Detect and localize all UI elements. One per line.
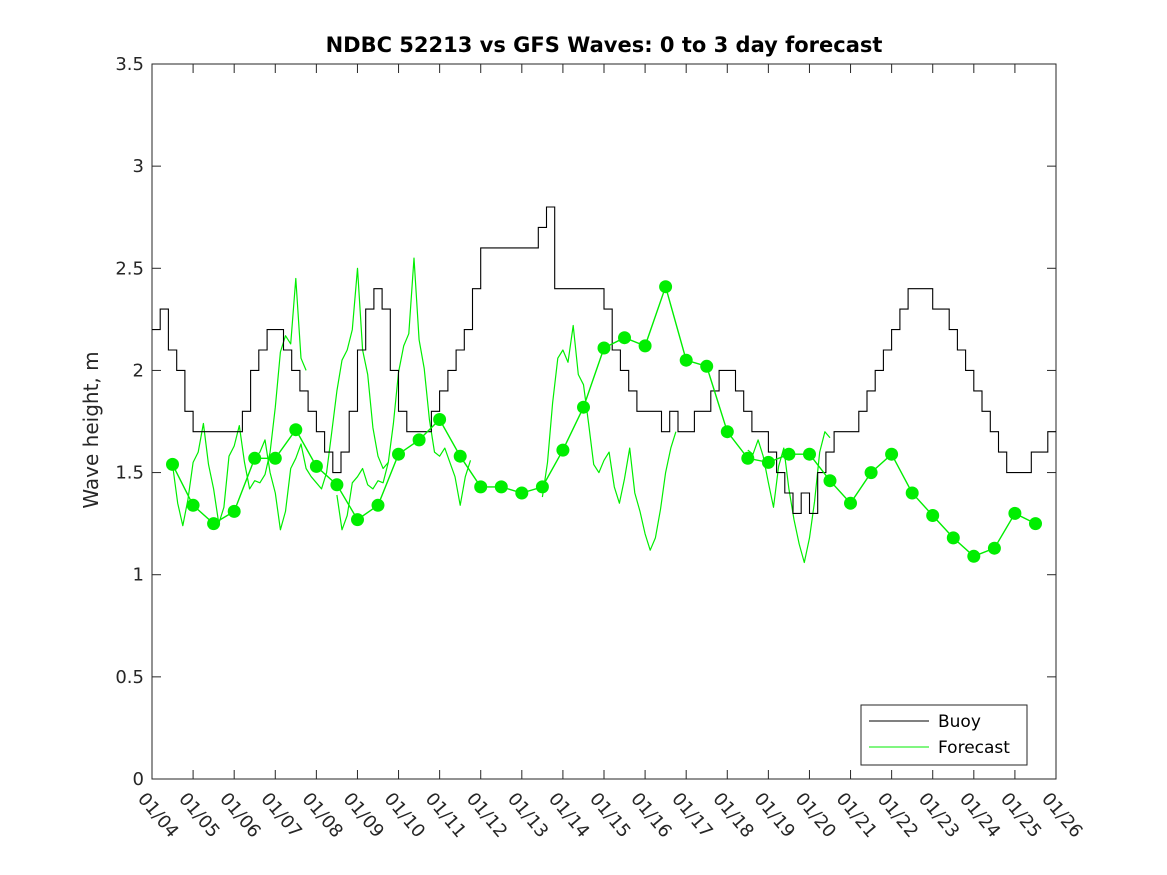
forecast-marker bbox=[289, 423, 303, 437]
forecast-marker bbox=[761, 455, 775, 469]
x-tick-label: 01/08 bbox=[298, 789, 347, 842]
legend-box bbox=[860, 704, 1028, 766]
forecast-marker bbox=[618, 331, 631, 345]
x-tick-label: 01/20 bbox=[791, 789, 840, 842]
forecast-marker bbox=[392, 447, 405, 461]
forecast-marker bbox=[474, 480, 488, 494]
forecast-run-line bbox=[254, 267, 389, 531]
x-tick-label: 01/24 bbox=[955, 789, 1004, 842]
x-tick-label: 01/04 bbox=[133, 789, 182, 842]
forecast-marker bbox=[351, 513, 364, 527]
y-tick-label: 0 bbox=[133, 769, 144, 790]
forecast-marker bbox=[741, 451, 755, 465]
forecast-marker bbox=[597, 341, 611, 355]
y-axis-label: Wave height, m bbox=[79, 351, 103, 508]
y-tick-label: 0.5 bbox=[115, 667, 144, 688]
x-tick-label: 01/06 bbox=[215, 789, 264, 842]
y-tick-label: 2.5 bbox=[115, 258, 144, 279]
forecast-marker bbox=[1008, 506, 1022, 520]
forecast-marker bbox=[207, 517, 221, 531]
x-tick-label: 01/19 bbox=[750, 789, 799, 842]
buoy-series-line bbox=[152, 206, 1056, 514]
forecast-marker bbox=[720, 425, 734, 439]
chart-title: NDBC 52213 vs GFS Waves: 0 to 3 day fore… bbox=[326, 33, 883, 57]
forecast-marker bbox=[638, 339, 652, 353]
forecast-marker bbox=[309, 459, 323, 473]
forecast-marker bbox=[659, 280, 673, 294]
x-tick-label: 01/09 bbox=[339, 789, 388, 842]
x-tick-label: 01/05 bbox=[174, 789, 223, 842]
forecast-marker bbox=[268, 451, 282, 465]
x-tick-label: 01/18 bbox=[708, 789, 757, 842]
forecast-marker bbox=[803, 447, 816, 461]
forecast-marker bbox=[412, 433, 426, 447]
x-tick-label: 01/26 bbox=[1037, 789, 1086, 842]
forecast-marker bbox=[782, 447, 796, 461]
x-tick-label: 01/25 bbox=[996, 789, 1045, 842]
x-tick-label: 01/22 bbox=[873, 789, 922, 842]
forecast-run-line bbox=[336, 257, 472, 531]
y-tick-label: 1 bbox=[133, 565, 144, 586]
forecast-marker bbox=[679, 353, 693, 367]
forecast-marker bbox=[700, 359, 714, 373]
y-tick-label: 1.5 bbox=[115, 463, 144, 484]
x-tick-label: 01/13 bbox=[503, 789, 552, 842]
x-tick-label: 01/16 bbox=[626, 789, 675, 842]
forecast-marker bbox=[926, 509, 940, 522]
forecast-marker bbox=[494, 480, 508, 494]
forecast-marker bbox=[967, 549, 981, 563]
series-layer bbox=[152, 206, 1056, 564]
forecast-marker bbox=[1029, 517, 1042, 531]
forecast-marker bbox=[186, 498, 200, 512]
forecast-marker bbox=[227, 504, 241, 518]
y-tick-label: 3 bbox=[133, 156, 144, 177]
forecast-run-line bbox=[747, 431, 831, 564]
forecast-run-line bbox=[541, 324, 677, 551]
forecast-marker bbox=[577, 400, 590, 414]
legend-forecast-label: Forecast bbox=[938, 738, 1010, 758]
forecast-marker bbox=[166, 457, 179, 471]
forecast-marker bbox=[885, 447, 899, 461]
forecast-marker bbox=[330, 478, 344, 492]
forecast-marker bbox=[946, 531, 960, 545]
forecast-marker bbox=[864, 466, 878, 480]
x-tick-label: 01/10 bbox=[380, 789, 429, 842]
x-tick-label: 01/14 bbox=[544, 789, 593, 842]
plot-area bbox=[151, 63, 1057, 780]
legend-buoy-label: Buoy bbox=[938, 712, 981, 732]
x-tick-label: 01/17 bbox=[667, 789, 716, 842]
forecast-marker bbox=[987, 541, 1001, 555]
x-tick-label: 01/21 bbox=[832, 789, 881, 842]
forecast-marker bbox=[433, 413, 447, 426]
forecast-marker bbox=[535, 480, 549, 494]
x-tick-label: 01/07 bbox=[256, 789, 305, 842]
forecast-marker bbox=[844, 496, 857, 510]
forecast-marker bbox=[371, 498, 385, 512]
x-tick-label: 01/12 bbox=[462, 789, 511, 842]
forecast-marker bbox=[248, 451, 262, 465]
legend: Buoy Forecast bbox=[860, 704, 1028, 766]
x-tick-label: 01/23 bbox=[914, 789, 963, 842]
y-tick-label: 3.5 bbox=[115, 54, 144, 75]
y-tick-label: 2 bbox=[133, 360, 144, 381]
forecast-marker bbox=[556, 443, 570, 457]
forecast-marker bbox=[453, 449, 467, 463]
x-tick-label: 01/11 bbox=[421, 789, 470, 842]
x-tick-label: 01/15 bbox=[585, 789, 634, 842]
forecast-marker bbox=[823, 474, 837, 488]
forecast-marker bbox=[515, 486, 529, 500]
forecast-marker bbox=[905, 486, 919, 500]
